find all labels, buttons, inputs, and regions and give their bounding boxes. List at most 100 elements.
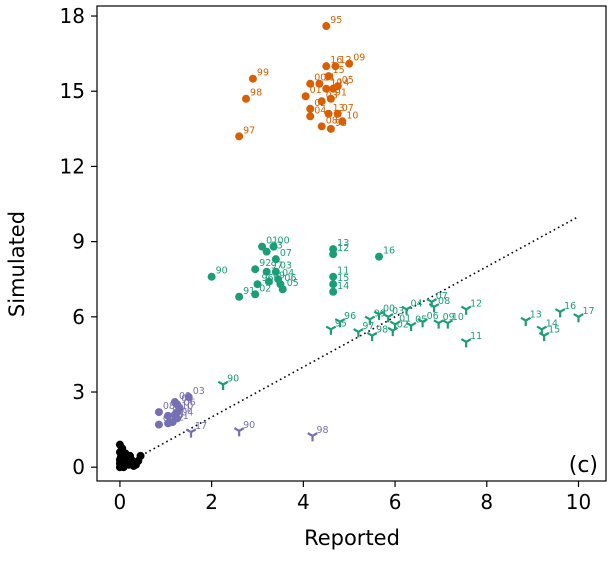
point-label: 10 <box>346 110 358 121</box>
data-point <box>382 313 394 323</box>
point-label: 05 <box>342 75 354 86</box>
data-point <box>264 277 273 286</box>
reference-line-layer <box>119 215 579 468</box>
point-label: 03 <box>193 386 205 397</box>
point-label: 05 <box>181 394 193 405</box>
data-point <box>115 455 124 464</box>
point-label: 99 <box>257 68 269 79</box>
data-point <box>184 393 193 402</box>
data-point <box>251 290 260 299</box>
data-point <box>324 109 333 118</box>
data-point <box>322 22 331 31</box>
x-tick-label: 10 <box>566 490 591 514</box>
data-point <box>325 325 337 335</box>
data-point <box>345 59 354 68</box>
point-label: 08 <box>438 296 450 307</box>
point-label: 10 <box>452 312 464 323</box>
point-label: 02 <box>172 412 184 423</box>
point-label: 06 <box>427 311 439 322</box>
point-label: 01 <box>399 313 411 324</box>
data-point <box>168 418 177 427</box>
point-label: 15 <box>548 325 560 336</box>
point-label: 13 <box>333 103 345 114</box>
point-label: 14 <box>337 281 349 292</box>
point-label: 96 <box>344 311 356 322</box>
point-label: 00 <box>172 405 184 416</box>
data-point <box>317 122 326 131</box>
data-point <box>317 97 326 106</box>
data-point <box>329 287 338 296</box>
point-label: 00 <box>278 236 290 247</box>
data-point <box>307 432 318 442</box>
data-point <box>115 463 124 472</box>
data-point <box>185 428 197 438</box>
point-label: 05 <box>415 315 427 326</box>
point-label: 02 <box>314 98 326 109</box>
y-tick-label: 0 <box>72 455 85 479</box>
data-point <box>366 331 378 342</box>
point-label: 03 <box>280 261 292 272</box>
point-label: 98 <box>376 325 388 336</box>
point-label: 95 <box>330 15 342 26</box>
x-tick-label: 2 <box>205 490 218 514</box>
data-point <box>460 338 472 348</box>
y-tick-label: 18 <box>60 4 85 28</box>
point-label: 11 <box>179 404 191 415</box>
point-label: 09 <box>443 312 455 323</box>
point-label: 08 <box>163 401 175 412</box>
point-label: 03 <box>326 90 338 101</box>
point-label: 15 <box>337 273 349 284</box>
point-label: 00 <box>383 303 395 314</box>
point-label: 91 <box>335 88 347 99</box>
point-label: 04 <box>181 407 193 418</box>
data-point <box>538 331 550 342</box>
data-point <box>428 303 440 313</box>
point-label: 99 <box>374 308 386 319</box>
point-label: 98 <box>317 425 329 436</box>
data-point <box>217 380 229 390</box>
data-point <box>375 252 384 261</box>
data-point <box>233 427 245 437</box>
point-label: 13 <box>337 238 349 249</box>
data-point <box>329 250 338 259</box>
point-label: 12 <box>470 298 482 309</box>
panel-label: (c) <box>569 453 598 478</box>
x-axis-label: Reported <box>304 526 400 550</box>
point-label: 05 <box>287 278 299 289</box>
point-label: 11 <box>323 73 335 84</box>
data-point <box>333 109 342 118</box>
x-tick-label: 0 <box>114 490 127 514</box>
data-point <box>331 62 340 71</box>
data-point <box>248 74 257 83</box>
data-point <box>251 265 260 274</box>
point-label: 93 <box>335 118 347 129</box>
point-label: 04 <box>314 105 326 116</box>
data-point <box>387 326 399 337</box>
point-label: 07 <box>436 291 448 302</box>
data-point <box>278 285 287 294</box>
point-label: 06 <box>184 397 196 408</box>
data-point <box>269 242 278 251</box>
data-point <box>322 84 331 93</box>
data-point <box>271 267 280 276</box>
data-point <box>329 272 338 281</box>
data-point <box>306 104 315 113</box>
data-point <box>554 308 566 318</box>
data-point <box>329 84 338 93</box>
point-label: 09 <box>273 271 285 282</box>
point-label: 15 <box>333 65 345 76</box>
point-label: 17 <box>195 421 207 432</box>
point-label: 98 <box>250 88 262 99</box>
data-point <box>353 328 364 338</box>
data-point <box>262 247 271 256</box>
point-label: 93 <box>271 241 283 252</box>
plot-area-frame <box>96 5 607 482</box>
x-tick-label: 6 <box>389 490 402 514</box>
point-label: 09 <box>353 53 365 64</box>
data-point <box>338 117 347 126</box>
data-point <box>253 280 262 289</box>
data-point <box>129 461 138 470</box>
data-point <box>154 420 163 429</box>
